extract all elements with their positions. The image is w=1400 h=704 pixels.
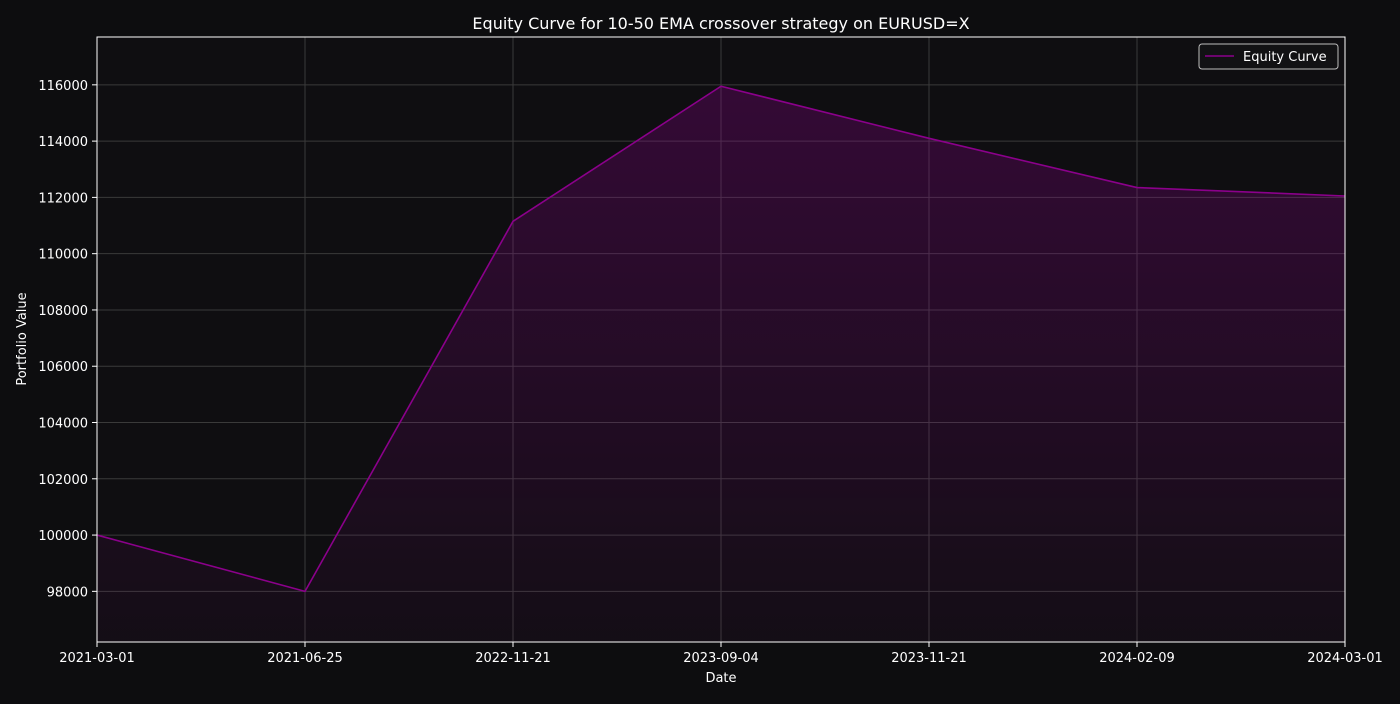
equity-area-fill [97, 86, 1345, 642]
area-fill-group [97, 86, 1345, 642]
x-tick-label: 2021-06-25 [267, 651, 343, 666]
y-tick-label: 112000 [38, 191, 88, 206]
y-axis-label: Portfolio Value [15, 292, 30, 385]
y-tick-label: 114000 [38, 135, 88, 150]
x-tick-label: 2023-09-04 [683, 651, 759, 666]
x-axis-label: Date [705, 671, 736, 686]
y-tick-label: 106000 [38, 360, 88, 375]
equity-curve-line [96, 85, 1346, 593]
legend-label: Equity Curve [1243, 50, 1327, 65]
series-line-group [96, 85, 1346, 593]
chart-title: Equity Curve for 10-50 EMA crossover str… [472, 14, 969, 33]
x-tick-label: 2022-11-21 [475, 651, 551, 666]
y-tick-label: 98000 [47, 585, 88, 600]
y-tick-label: 102000 [38, 473, 88, 488]
y-tick-label: 100000 [38, 529, 88, 544]
legend-box [1198, 43, 1339, 70]
legend: Equity Curve [1198, 43, 1339, 70]
x-tick-label: 2024-03-01 [1307, 651, 1383, 666]
y-tick-label: 116000 [38, 79, 88, 94]
y-tick-label: 108000 [38, 304, 88, 319]
x-tick-label: 2024-02-09 [1099, 651, 1175, 666]
y-axis-ticks: 98000 100000 102000 104000 106000 108000 11000… [38, 79, 97, 600]
x-axis-ticks: 2021-03-01 2021-06-25 2022-11-21 2023-09-04… [59, 642, 1383, 666]
x-tick-label: 2023-11-21 [891, 651, 967, 666]
y-tick-label: 110000 [38, 248, 88, 263]
y-tick-label: 104000 [38, 417, 88, 432]
x-tick-label: 2021-03-01 [59, 651, 135, 666]
